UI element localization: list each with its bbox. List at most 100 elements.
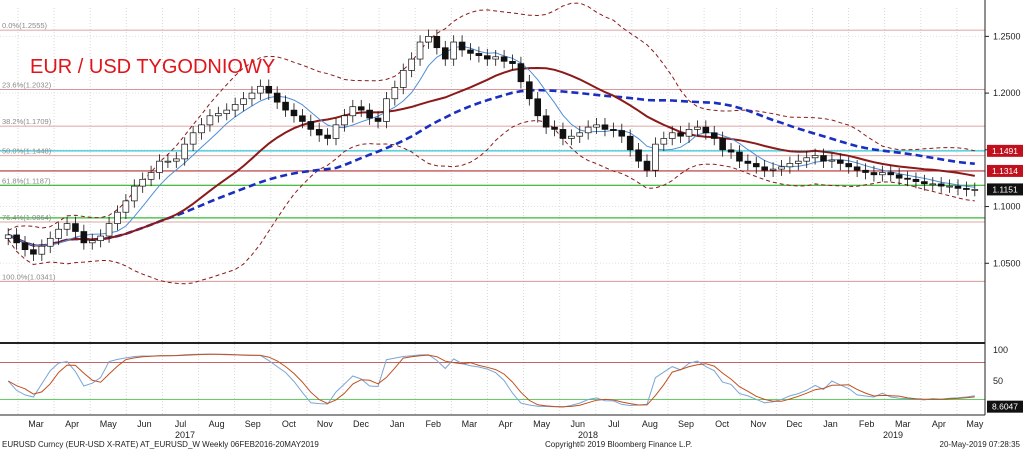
x-tick-label: Jul — [175, 419, 187, 429]
y-tick-label: 1.0500 — [993, 258, 1021, 268]
fib-label: 23.6%(1.2032) — [2, 80, 52, 89]
price-tag — [987, 164, 1023, 177]
bollinger-upper — [7, 2, 975, 231]
x-tick-label: Nov — [317, 419, 334, 429]
candle-body — [946, 185, 953, 188]
candle-body — [618, 130, 626, 137]
candle-body — [820, 155, 827, 162]
candle-body — [971, 189, 979, 191]
x-tick-label: May — [533, 419, 551, 429]
x-tick-label: Aug — [209, 419, 225, 429]
x-tick-label: Jul — [608, 419, 620, 429]
candle-body — [895, 174, 903, 179]
candle-body — [257, 85, 264, 94]
candle-body — [794, 160, 802, 164]
footer-copyright: Copyright© 2019 Bloomberg Finance L.P. — [545, 440, 692, 449]
candle-body — [736, 151, 743, 162]
candle-body — [702, 126, 710, 134]
candle-body — [845, 163, 853, 168]
x-tick-label: Mar — [462, 419, 478, 429]
candle-body — [349, 106, 357, 117]
candle-body — [963, 188, 970, 190]
candle-body — [147, 172, 155, 180]
candle-body — [786, 163, 794, 168]
sma-mid-line — [7, 66, 975, 247]
candle-body — [828, 159, 836, 162]
candle-body — [929, 183, 937, 186]
candle-body — [517, 63, 525, 83]
candle-body — [173, 158, 180, 162]
candle-body — [719, 138, 726, 151]
candle-body — [399, 70, 407, 88]
candle-body — [500, 56, 508, 62]
candle-body — [341, 115, 348, 126]
candle-body — [315, 129, 323, 136]
candle-body — [299, 115, 306, 122]
candle-body — [912, 178, 920, 182]
candle-body — [4, 234, 12, 239]
x-year-label: 2017 — [175, 430, 195, 440]
candle-body — [30, 249, 37, 255]
candle-body — [282, 101, 289, 111]
candle-body — [223, 109, 231, 114]
candle-body — [97, 235, 104, 241]
candle-body — [584, 126, 592, 134]
x-tick-label: Jan — [823, 419, 838, 429]
chart-title: EUR / USD TYGODNIOWY — [30, 56, 275, 78]
y-tick-label: 1.2500 — [993, 31, 1021, 41]
candle-body — [215, 113, 222, 117]
x-tick-label: Dec — [786, 419, 803, 429]
candle-body — [601, 124, 609, 130]
candle-body — [206, 115, 214, 126]
candle-body — [887, 172, 895, 176]
candle-body — [778, 166, 785, 170]
candle-body — [433, 36, 441, 49]
x-tick-label: Oct — [282, 419, 297, 429]
candle-body — [761, 166, 768, 171]
candle-body — [643, 160, 651, 171]
candle-body — [467, 49, 474, 54]
candle-body — [652, 143, 659, 171]
x-tick-label: Sep — [678, 419, 694, 429]
candle-body — [559, 129, 567, 139]
candle-body — [904, 177, 911, 180]
price-tag — [987, 183, 1023, 196]
candle-body — [744, 160, 752, 164]
candle-body — [492, 56, 499, 60]
x-tick-label: Sep — [245, 419, 261, 429]
fib-label: 61.8%(1.1187) — [2, 176, 51, 185]
candle-body — [593, 124, 600, 128]
candle-body — [46, 237, 54, 247]
x-year-label: 2018 — [578, 430, 598, 440]
fib-label: 38.2%(1.1709) — [2, 117, 52, 126]
price-tag-label: 1.1151 — [992, 184, 1018, 194]
candle-body — [139, 178, 146, 187]
candle-body — [954, 185, 962, 189]
candle-body — [164, 160, 172, 163]
candle-body — [837, 159, 844, 164]
x-tick-label: Apr — [498, 419, 512, 429]
candle-body — [114, 211, 121, 224]
candle-body — [534, 98, 542, 117]
sub-y-tick-label: 100 — [993, 345, 1008, 355]
footer-timestamp: 20-May-2019 07:28:35 — [940, 440, 1021, 449]
x-tick-label: May — [100, 419, 118, 429]
x-tick-label: Apr — [65, 419, 79, 429]
x-tick-label: Jan — [390, 419, 405, 429]
candle-body — [853, 166, 861, 171]
x-tick-label: Aug — [642, 419, 658, 429]
candle-body — [568, 135, 575, 139]
x-tick-label: Nov — [750, 419, 767, 429]
x-tick-label: Feb — [859, 419, 875, 429]
candle-body — [879, 172, 886, 176]
candle-body — [105, 223, 113, 237]
candle-body — [450, 41, 457, 60]
candle-body — [273, 92, 281, 103]
candle-body — [189, 132, 197, 145]
candle-body — [576, 132, 584, 137]
x-tick-label: Oct — [715, 419, 730, 429]
x-tick-label: Jun — [137, 419, 152, 429]
candle-body — [626, 135, 634, 151]
fib-label: 50.0%(1.1448) — [2, 147, 52, 156]
candle-body — [710, 132, 718, 139]
